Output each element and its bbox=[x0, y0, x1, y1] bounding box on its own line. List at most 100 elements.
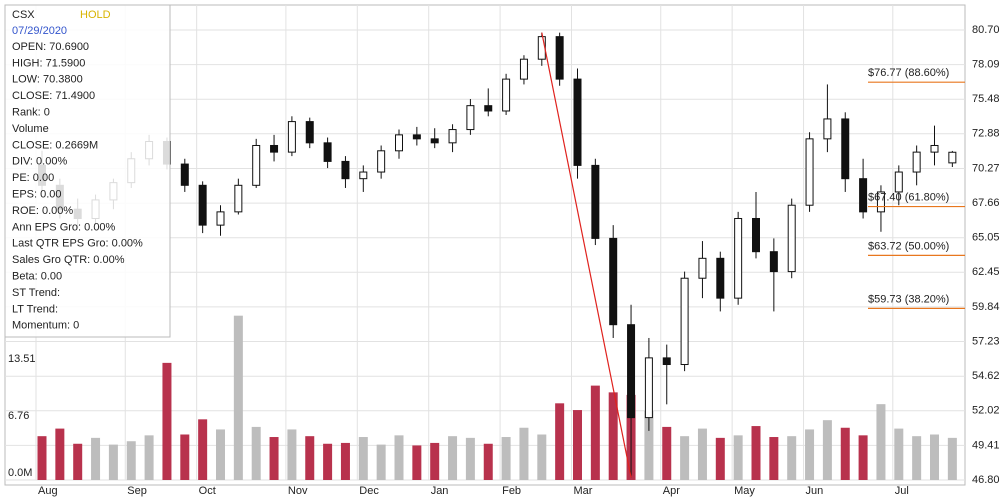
volume-bar bbox=[787, 436, 797, 480]
y-tick-label: 67.66 bbox=[972, 197, 1000, 209]
volume-tick-label: 6.76 bbox=[8, 410, 29, 422]
volume-bar bbox=[519, 427, 529, 480]
candle-body bbox=[894, 171, 903, 193]
info-line: LOW: 70.3800 bbox=[12, 74, 83, 86]
candle-body bbox=[698, 257, 707, 279]
info-line: ST Trend: bbox=[12, 287, 60, 299]
volume-bar bbox=[91, 437, 101, 480]
volume-bar bbox=[448, 436, 458, 480]
candle-body bbox=[787, 204, 796, 273]
candle-body bbox=[466, 105, 475, 131]
volume-bar bbox=[37, 436, 47, 480]
y-tick-label: 49.41 bbox=[972, 439, 1000, 451]
info-line: Last QTR EPS Gro: 0.00% bbox=[12, 238, 143, 250]
x-tick-label: Jun bbox=[806, 485, 824, 497]
candle-body bbox=[484, 105, 493, 112]
candle-body bbox=[805, 138, 814, 206]
candle-body bbox=[395, 134, 403, 152]
volume-bar bbox=[216, 429, 225, 480]
candle-body bbox=[341, 160, 350, 180]
candle-body bbox=[627, 324, 636, 419]
volume-bar bbox=[697, 428, 707, 480]
x-tick-label: Nov bbox=[288, 485, 308, 497]
volume-bar bbox=[501, 437, 511, 480]
volume-bar bbox=[608, 392, 618, 480]
candle-body bbox=[502, 78, 511, 112]
volume-bar bbox=[430, 442, 440, 480]
volume-bar bbox=[269, 437, 279, 480]
candle-body bbox=[876, 191, 885, 213]
y-tick-label: 57.23 bbox=[972, 335, 1000, 347]
fib-label: $63.72 (50.00%) bbox=[868, 240, 949, 252]
volume-bar bbox=[894, 428, 904, 480]
info-line: PE: 0.00 bbox=[12, 172, 54, 184]
info-line: Momentum: 0 bbox=[12, 320, 79, 332]
candle-body bbox=[859, 178, 868, 213]
y-tick-label: 54.62 bbox=[972, 370, 1000, 382]
candle-body bbox=[448, 129, 457, 144]
info-line: HIGH: 71.5900 bbox=[12, 57, 85, 69]
volume-bar bbox=[858, 435, 868, 480]
candle-body bbox=[752, 217, 760, 253]
volume-bar bbox=[805, 429, 815, 480]
info-line: LT Trend: bbox=[12, 303, 58, 315]
candle-body bbox=[234, 184, 243, 213]
volume-bar bbox=[108, 444, 118, 480]
candle-body bbox=[216, 211, 225, 226]
y-tick-label: 59.84 bbox=[972, 301, 1000, 313]
volume-bar bbox=[126, 441, 136, 480]
candle-body bbox=[680, 277, 689, 366]
volume-bar bbox=[376, 444, 386, 480]
volume-bar bbox=[876, 404, 886, 480]
volume-bar bbox=[358, 437, 368, 480]
volume-bar bbox=[323, 443, 333, 480]
candle-body bbox=[609, 237, 618, 326]
x-tick-label: Oct bbox=[199, 485, 216, 497]
x-tick-label: May bbox=[734, 485, 755, 497]
candle-body bbox=[323, 142, 332, 162]
candle-body bbox=[573, 78, 582, 166]
rating: HOLD bbox=[80, 9, 111, 21]
x-tick-label: Jul bbox=[895, 485, 909, 497]
y-tick-label: 75.48 bbox=[972, 93, 1000, 105]
y-tick-label: 46.80 bbox=[972, 474, 1000, 486]
x-tick-label: Dec bbox=[359, 485, 379, 497]
candle-body bbox=[841, 118, 850, 180]
volume-bar bbox=[537, 434, 547, 480]
volume-bar bbox=[644, 410, 654, 480]
candle-body bbox=[287, 121, 296, 153]
volume-bar bbox=[465, 437, 475, 480]
candle-body bbox=[930, 144, 939, 153]
y-tick-label: 52.02 bbox=[972, 405, 1000, 417]
x-tick-label: Mar bbox=[574, 485, 593, 497]
candle-body bbox=[734, 217, 743, 299]
candle-body bbox=[662, 357, 671, 366]
y-tick-label: 78.09 bbox=[972, 59, 1000, 71]
volume-bar bbox=[662, 426, 672, 480]
volume-bar bbox=[162, 362, 172, 480]
candle-body bbox=[270, 144, 279, 153]
volume-bar bbox=[555, 403, 565, 480]
candle-body bbox=[769, 251, 778, 273]
candle-body bbox=[198, 184, 207, 226]
info-panel bbox=[4, 4, 171, 338]
volume-bar bbox=[822, 420, 832, 480]
candle-body bbox=[555, 36, 564, 80]
x-tick-label: Sep bbox=[127, 485, 147, 497]
volume-bar bbox=[769, 437, 779, 480]
trend-line bbox=[541, 32, 632, 478]
candle-body bbox=[180, 163, 189, 186]
candle-body bbox=[430, 138, 439, 144]
volume-bar bbox=[912, 436, 922, 480]
info-line: CLOSE: 71.4900 bbox=[12, 90, 95, 102]
volume-bar bbox=[73, 443, 83, 480]
candle-body bbox=[948, 151, 957, 164]
info-line: Rank: 0 bbox=[12, 107, 50, 119]
candle-body bbox=[644, 357, 653, 419]
volume-tick-label: 0.0M bbox=[8, 467, 32, 479]
volume-bar bbox=[180, 434, 190, 480]
candle-body bbox=[377, 150, 386, 173]
y-tick-label: 62.45 bbox=[972, 266, 1000, 278]
volume-bar bbox=[947, 437, 957, 480]
